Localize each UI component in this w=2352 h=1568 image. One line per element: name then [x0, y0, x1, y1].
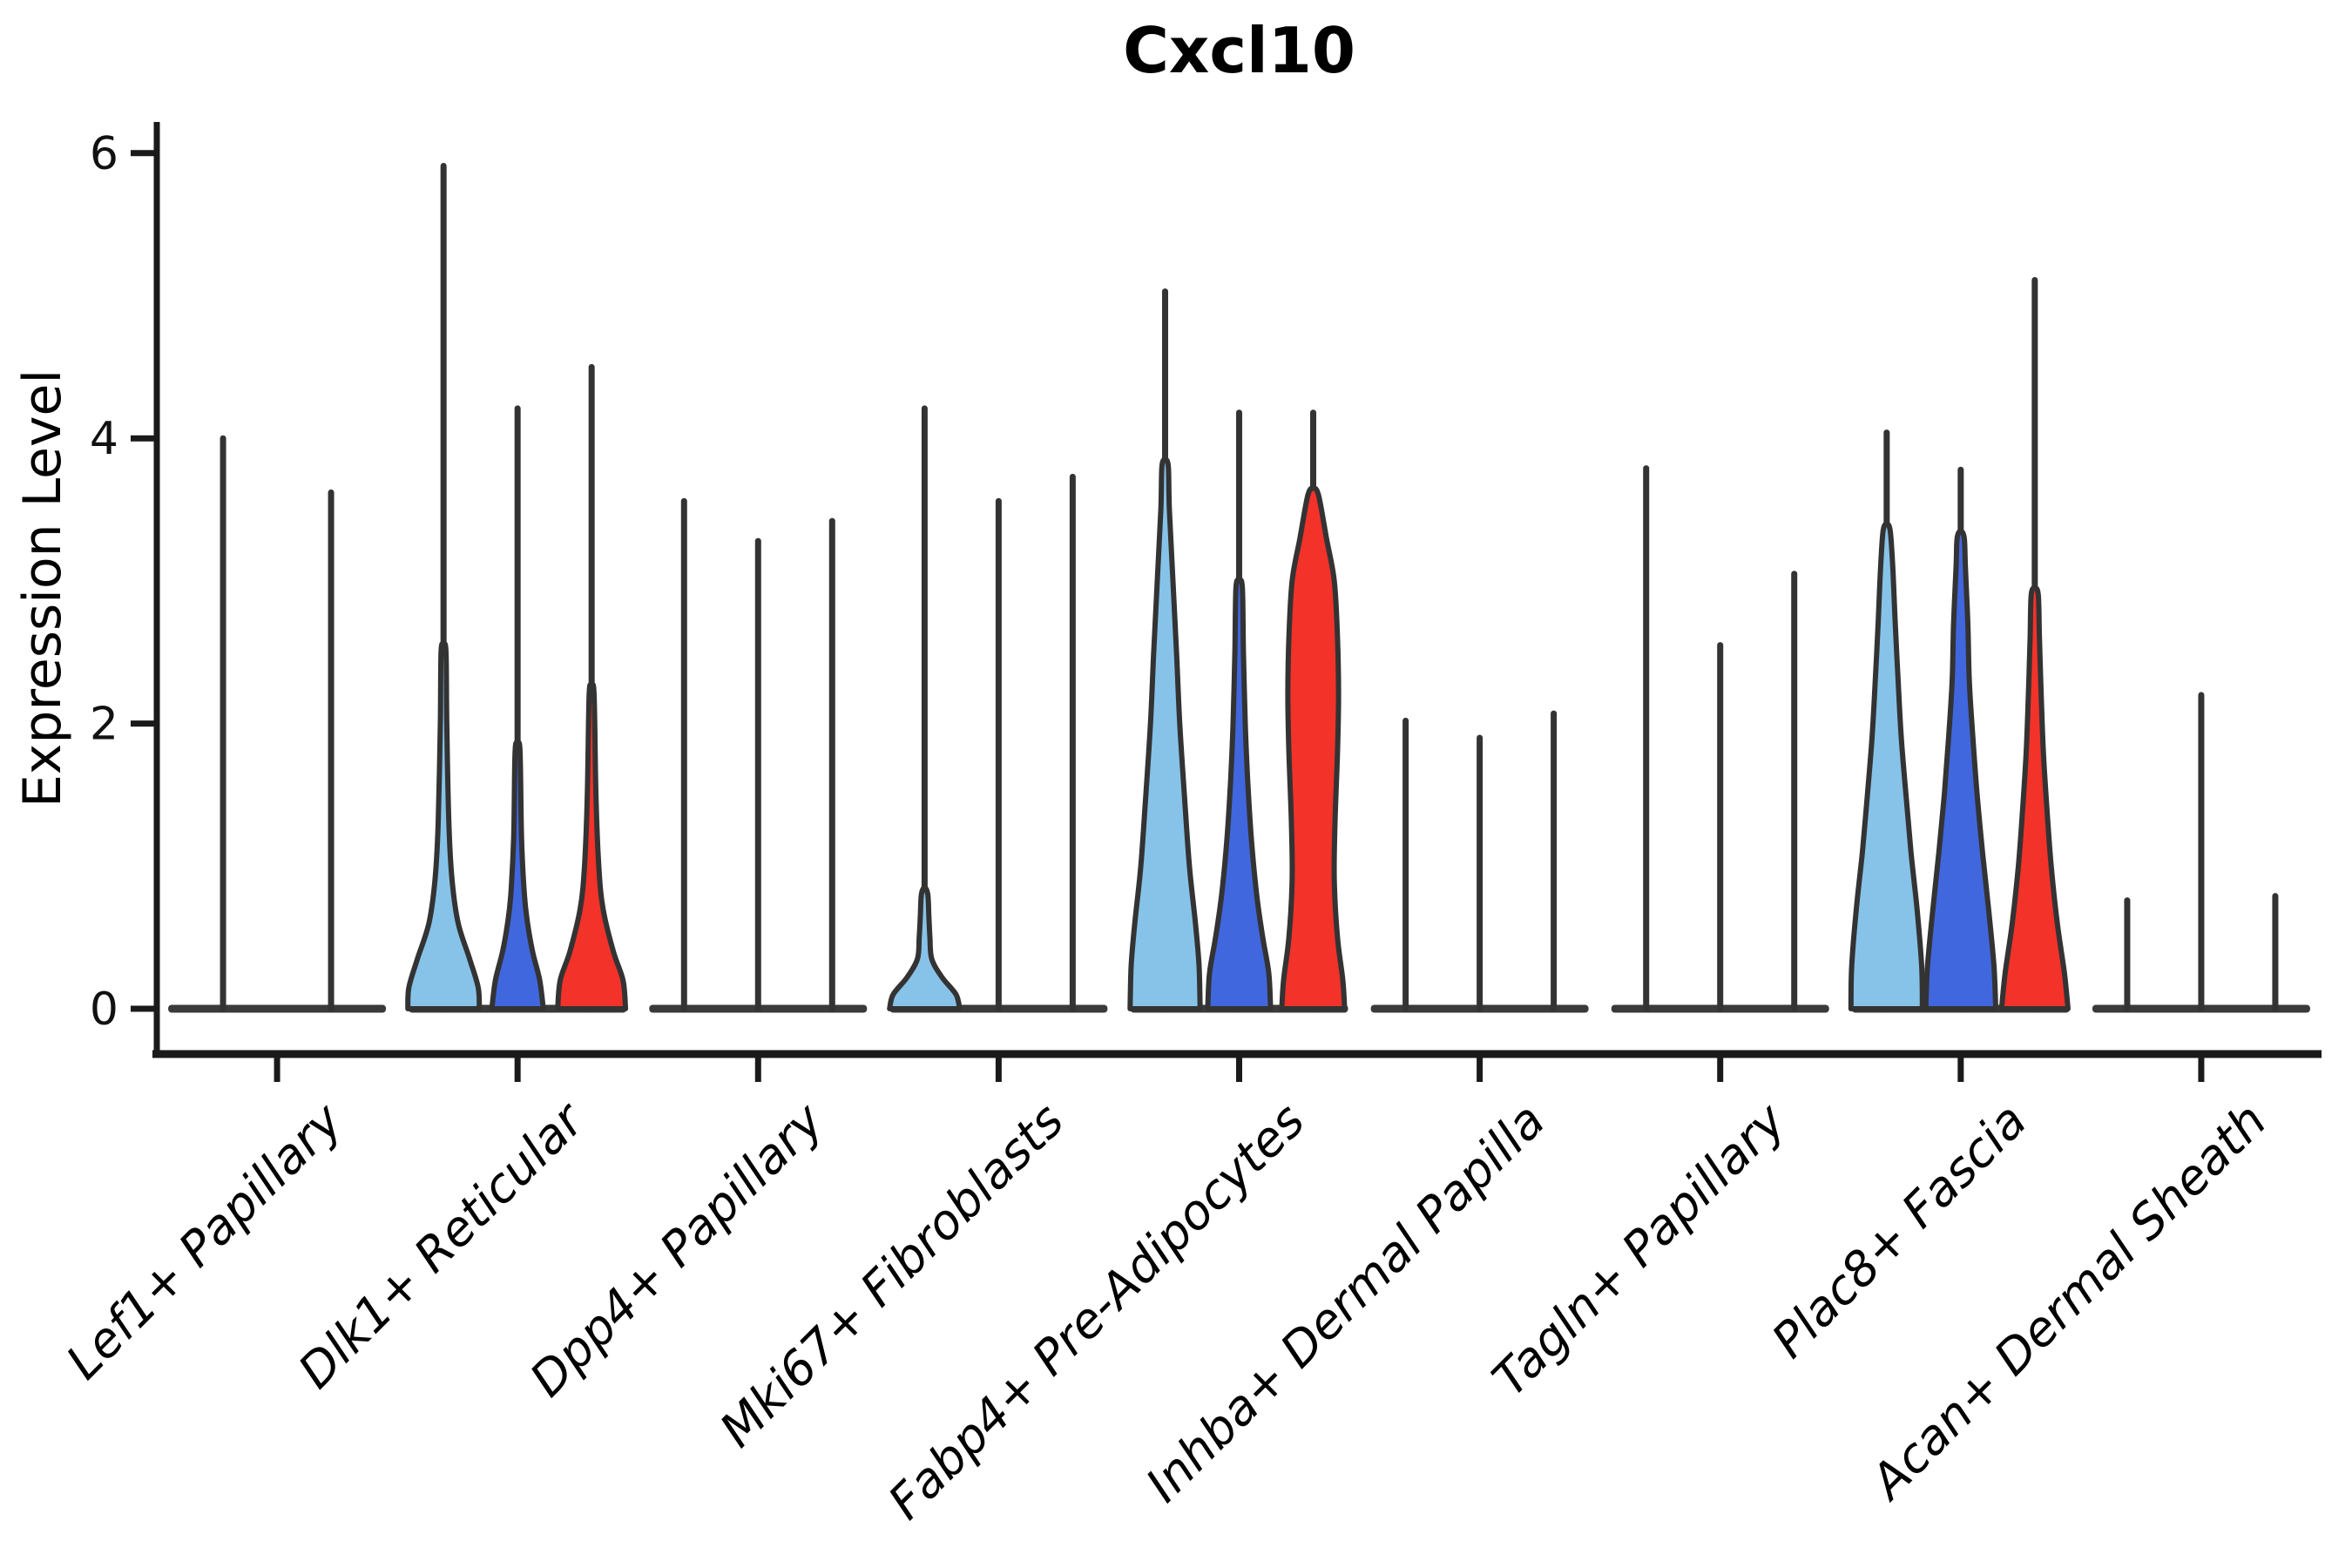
violin-plac8-fascia-3: [1998, 585, 2071, 1011]
violin-dlk1-reticular-1: [405, 641, 483, 1011]
plot-title: Cxcl10: [1123, 14, 1355, 87]
violin-fabp4-pre-adipocytes-3: [1279, 485, 1348, 1011]
y-tick-label-4: 4: [90, 413, 118, 465]
y-tick-label-0: 0: [90, 983, 118, 1036]
violin-plac8-fascia-1: [1848, 521, 1925, 1011]
y-tick-label-6: 6: [90, 128, 118, 180]
violin-fabp4-pre-adipocytes-2: [1205, 578, 1274, 1011]
violin-mki67-fibroblasts-1: [887, 885, 963, 1011]
violin-dlk1-reticular-2: [489, 740, 546, 1011]
y-tick-label-2: 2: [90, 699, 118, 751]
violin-dlk1-reticular-3: [555, 682, 629, 1011]
violin-fabp4-pre-adipocytes-1: [1127, 456, 1203, 1011]
violin-plac8-fascia-2: [1923, 528, 1998, 1011]
zero-bar-lef1-papillary: [168, 1004, 387, 1013]
